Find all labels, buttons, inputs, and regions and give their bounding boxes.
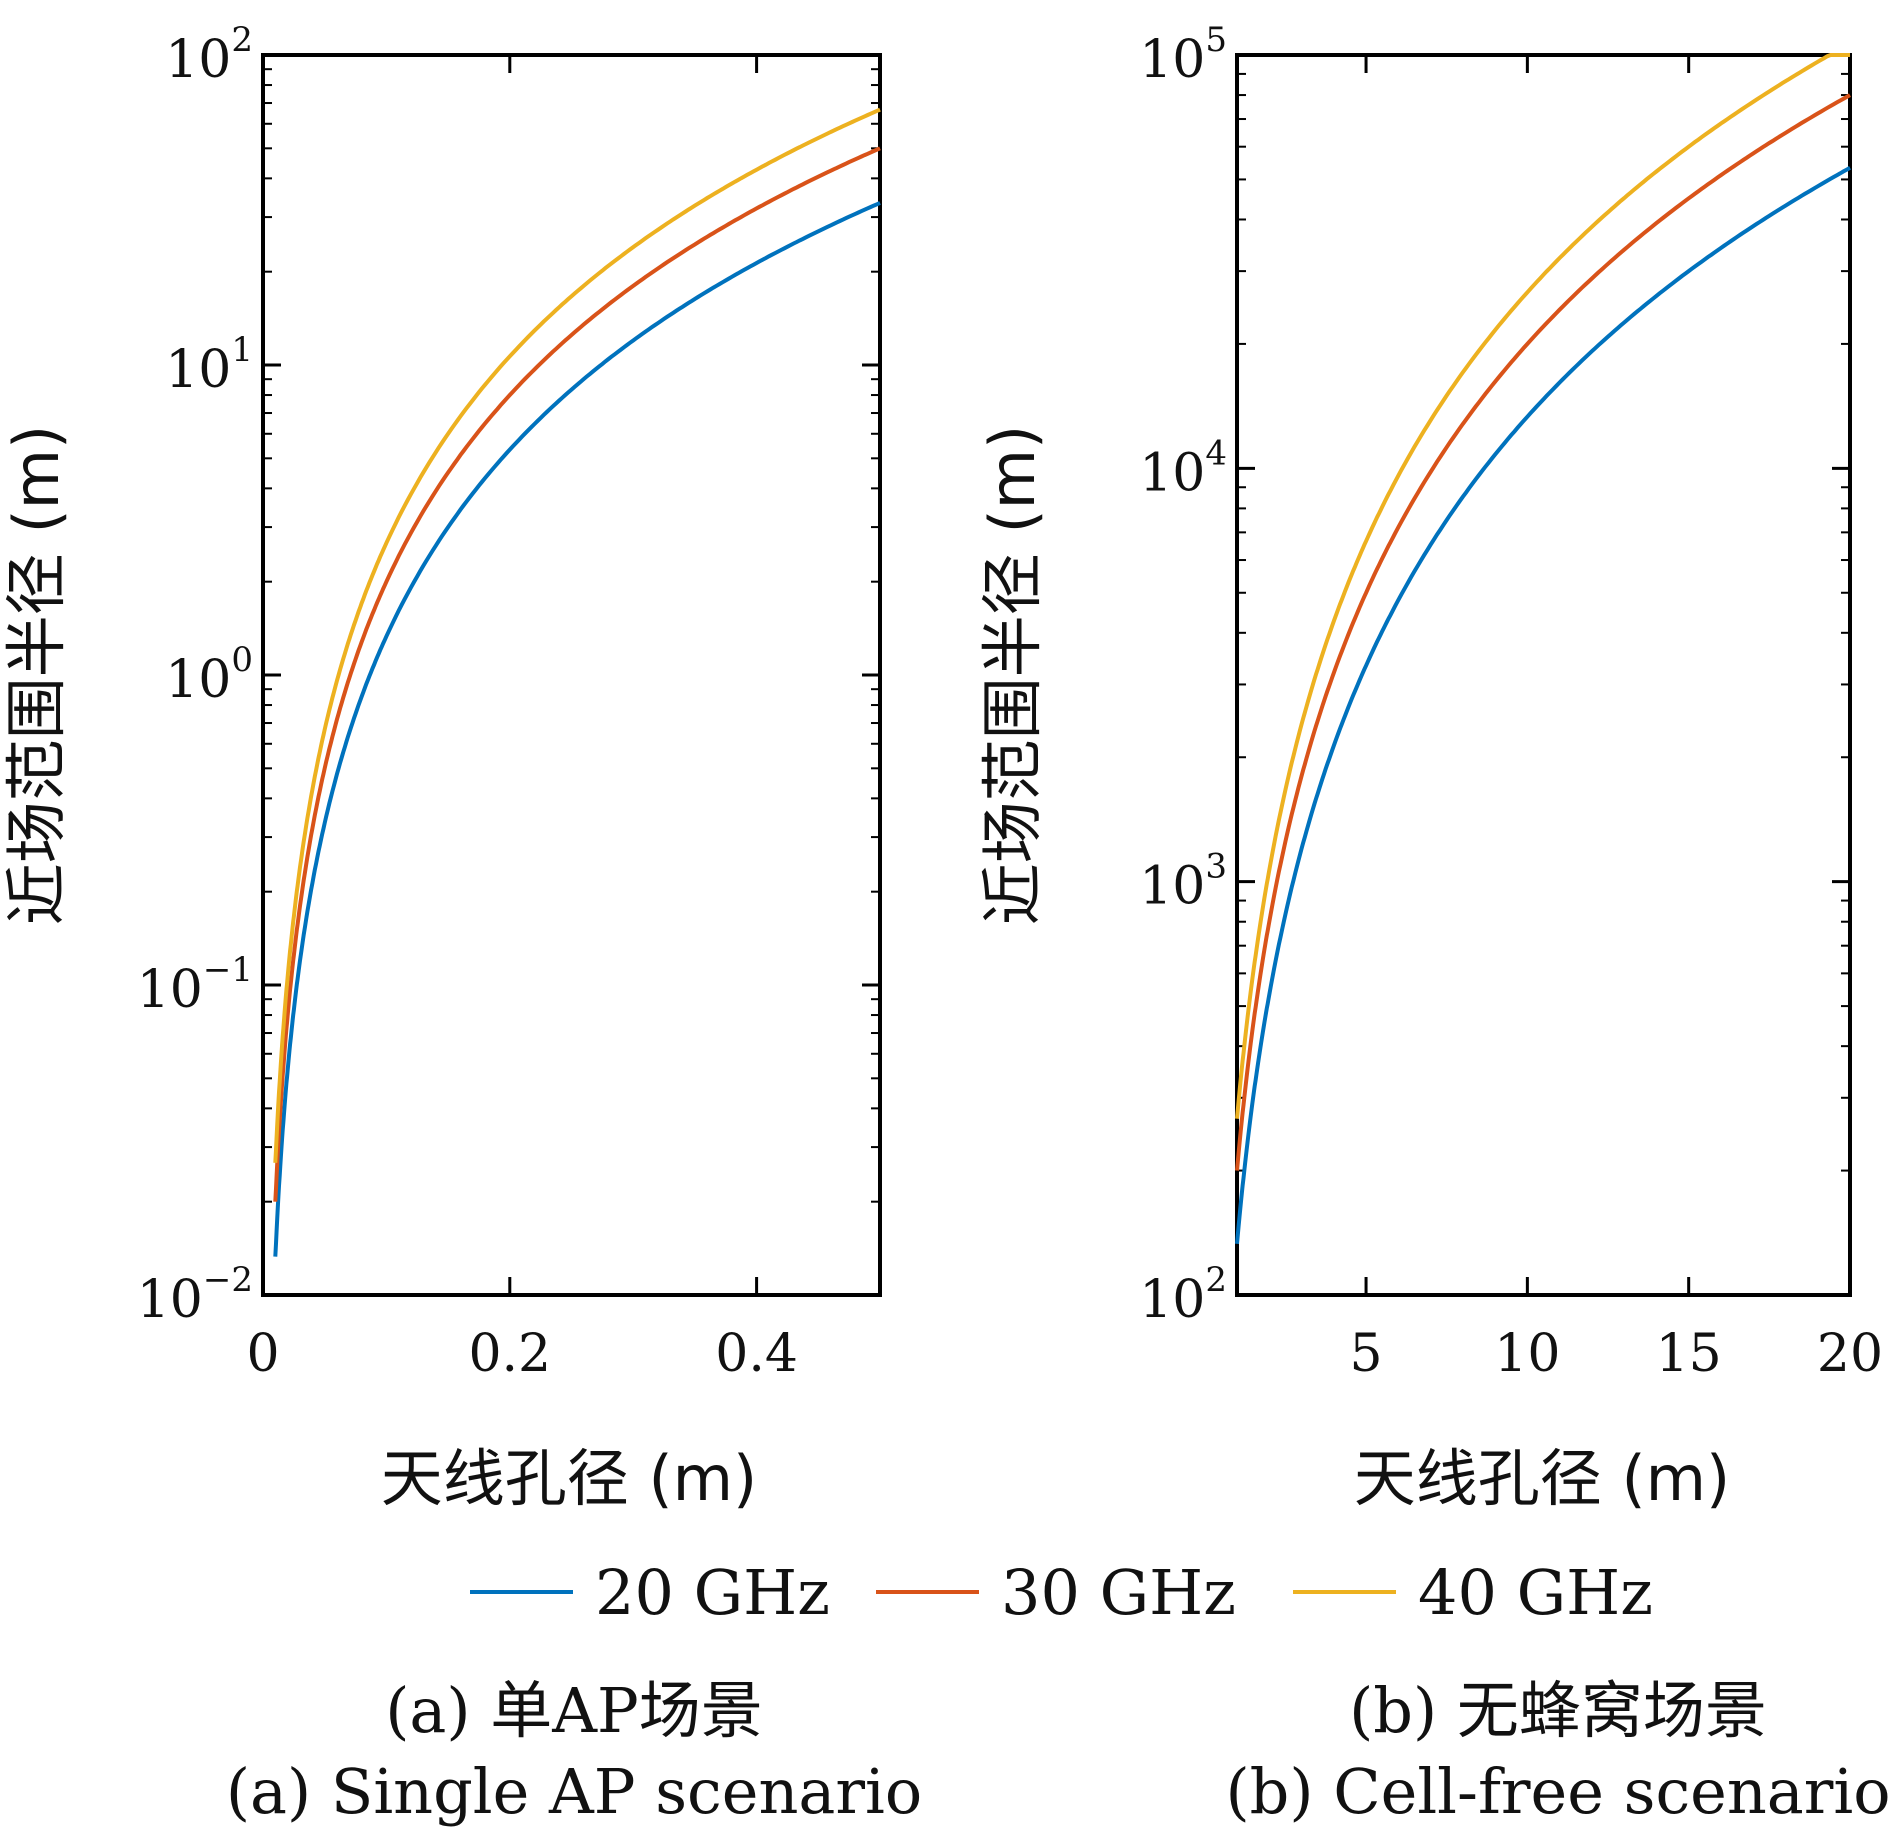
legend: 20 GHz 30 GHz 40 GHz	[470, 1556, 1653, 1629]
x-tick-labels-a: 0 0.2 0.4	[246, 1324, 797, 1384]
legend-label-20ghz: 20 GHz	[595, 1556, 830, 1629]
series-lines-a	[273, 107, 881, 1257]
caption-b-chinese: (b) 无蜂窝场景	[1349, 1674, 1767, 1747]
y-tick-label: 10−1	[137, 950, 253, 1020]
plot-frame-a	[261, 53, 882, 1297]
y-axis-title-a: 近场范围半径 (m)	[0, 425, 73, 925]
series-line-40ghz	[273, 107, 881, 1163]
panel-b: 102 103 104 105 5 10 15 20 天线孔径 (m) 近场范围半径 (m)	[976, 20, 1883, 1515]
caption-a-english: (a) Single AP scenario	[226, 1755, 922, 1828]
legend-label-30ghz: 30 GHz	[1001, 1556, 1236, 1629]
x-tick-label: 15	[1656, 1324, 1722, 1384]
series-line-30ghz	[273, 146, 881, 1202]
panel-a: 10−2 10−1 100 101 102 0 0.2 0.4 天线孔径 (m) 近场范围半…	[0, 20, 882, 1515]
series-line-20ghz	[1235, 166, 1851, 1244]
x-axis-title-b: 天线孔径 (m)	[1354, 1442, 1730, 1515]
x-tick-labels-b: 5 10 15 20	[1350, 1324, 1884, 1384]
plot-frame-b	[1235, 53, 1852, 1297]
caption-a-chinese: (a) 单AP场景	[385, 1674, 763, 1747]
y-tick-label: 102	[1139, 1260, 1227, 1330]
series-line-20ghz	[273, 201, 881, 1257]
y-tick-label: 103	[1139, 847, 1227, 917]
caption-b-english: (b) Cell-free scenario	[1225, 1755, 1890, 1828]
y-tick-label: 10−2	[137, 1260, 253, 1330]
series-line-40ghz	[1235, 53, 1850, 1119]
x-tick-label: 0.4	[715, 1324, 798, 1384]
y-tick-label: 100	[165, 640, 253, 710]
x-tick-label: 0	[246, 1324, 279, 1384]
y-tick-label: 101	[165, 330, 253, 400]
y-tick-label: 102	[165, 20, 253, 90]
tick-marks-a	[261, 53, 880, 1297]
x-tick-label: 20	[1817, 1324, 1883, 1384]
x-axis-title-a: 天线孔径 (m)	[381, 1442, 757, 1515]
x-tick-label: 0.2	[468, 1324, 551, 1384]
series-line-30ghz	[1235, 93, 1851, 1171]
y-tick-labels-b: 102 103 104 105	[1139, 20, 1227, 1330]
tick-marks-b	[1237, 53, 1852, 1297]
x-tick-label: 5	[1350, 1324, 1383, 1384]
x-tick-label: 10	[1494, 1324, 1560, 1384]
y-tick-labels-a: 10−2 10−1 100 101 102	[137, 20, 253, 1330]
y-axis-title-b: 近场范围半径 (m)	[976, 425, 1049, 925]
y-tick-label: 104	[1139, 433, 1227, 503]
legend-label-40ghz: 40 GHz	[1418, 1556, 1653, 1629]
series-lines-b	[1235, 53, 1851, 1244]
y-tick-label: 105	[1139, 20, 1227, 90]
